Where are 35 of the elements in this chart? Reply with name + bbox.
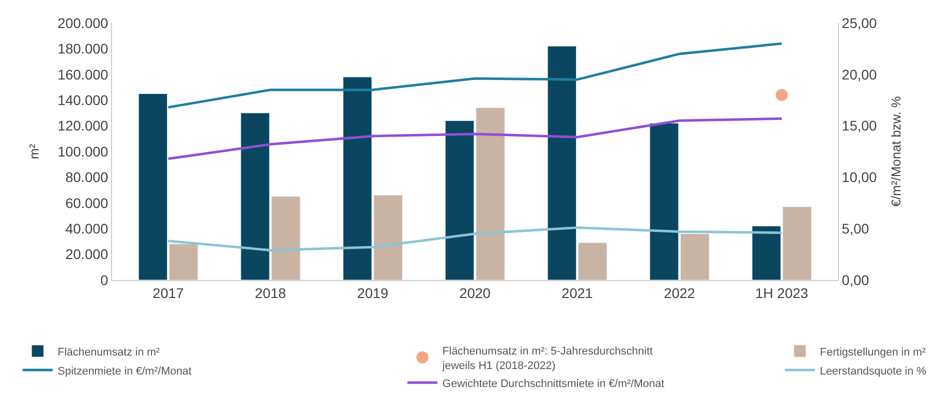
y-tick-label: 140.000 bbox=[58, 92, 108, 108]
x-tick-label: 1H 2023 bbox=[755, 284, 808, 301]
x-tick-label: 2018 bbox=[254, 284, 286, 301]
y2-tick-label: 0,00 bbox=[842, 272, 870, 288]
x-tick-label: 2017 bbox=[152, 284, 184, 301]
y-tick-label: 160.000 bbox=[58, 66, 108, 82]
y-tick-label: 180.000 bbox=[58, 40, 108, 57]
y2-tick-label: 25,00 bbox=[842, 14, 878, 31]
legend-label: Gewichtete Durchschnittsmiete in €/m²/Monat bbox=[442, 378, 664, 390]
x-tick-label: 2022 bbox=[664, 284, 696, 301]
line-series bbox=[166, 42, 784, 109]
legend-label: Leerstandsquote in % bbox=[820, 365, 927, 378]
y-tick-label: 0 bbox=[100, 272, 108, 288]
y2-axis-title: €/m²/Monat bzw. % bbox=[888, 96, 904, 207]
y2-tick-label: 5,00 bbox=[842, 220, 870, 236]
y2-tick-label: 15,00 bbox=[842, 118, 878, 134]
legend-label: Spitzenmiete in €/m²/Monat bbox=[58, 365, 192, 378]
x-tick-label: 2021 bbox=[562, 284, 594, 301]
y2-tick-label: 10,00 bbox=[842, 169, 878, 186]
y-tick-label: 40.000 bbox=[65, 220, 108, 236]
x-tick-label: 2019 bbox=[357, 284, 389, 301]
y-tick-label: 100.000 bbox=[58, 143, 108, 160]
legend-label: Flächenumsatz in m² bbox=[58, 346, 160, 358]
y2-tick-label: 20,00 bbox=[842, 66, 878, 82]
y-tick-label: 200.000 bbox=[58, 14, 108, 31]
y-tick-label: 20.000 bbox=[65, 246, 108, 262]
line-series bbox=[166, 226, 784, 252]
x-tick-label: 2020 bbox=[459, 284, 491, 301]
line-series bbox=[166, 117, 784, 160]
y-tick-label: 80.000 bbox=[65, 169, 108, 186]
y-axis-title: m² bbox=[26, 143, 42, 160]
legend-label: Flächenumsatz in m²: 5-Jahresdurchschnitt jeweils H1 (2018-2022) bbox=[441, 345, 653, 372]
y-tick-label: 120.000 bbox=[58, 118, 108, 134]
y-tick-label: 60.000 bbox=[65, 194, 108, 211]
legend-label: Fertigstellungen in m² bbox=[820, 346, 926, 358]
